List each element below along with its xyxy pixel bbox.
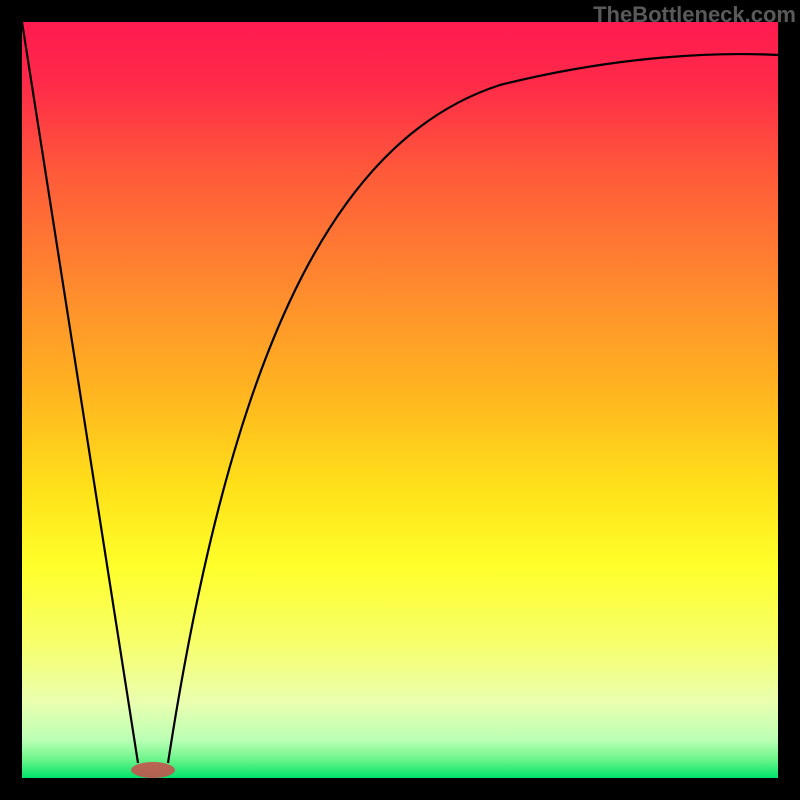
watermark-text: TheBottleneck.com xyxy=(593,2,796,28)
curve-left xyxy=(22,22,138,763)
curve-right xyxy=(168,54,778,763)
chart-curves xyxy=(0,0,800,800)
bottleneck-marker xyxy=(131,762,175,778)
chart-container: TheBottleneck.com xyxy=(0,0,800,800)
